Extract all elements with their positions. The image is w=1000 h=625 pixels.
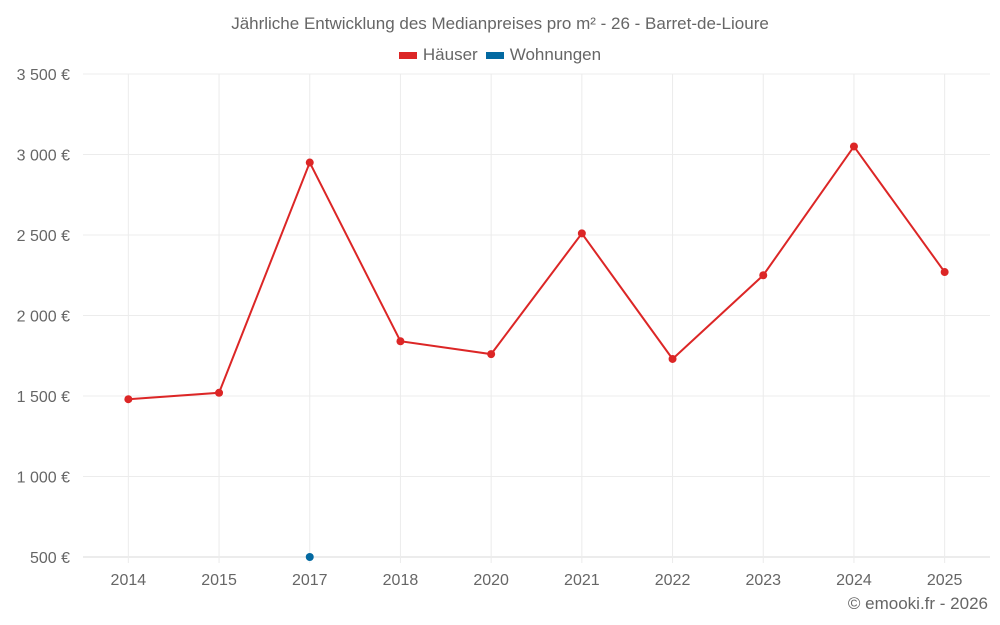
copyright: © emooki.fr - 2026 <box>847 594 988 613</box>
data-point[interactable] <box>215 388 224 397</box>
data-point[interactable] <box>940 268 949 277</box>
x-tick-label: 2023 <box>745 572 781 589</box>
x-tick-label: 2014 <box>111 572 147 589</box>
y-tick-label: 2 000 € <box>17 309 70 326</box>
data-point[interactable] <box>759 271 768 280</box>
y-tick-label: 2 500 € <box>17 228 70 245</box>
x-tick-label: 2017 <box>292 572 328 589</box>
x-tick-label: 2021 <box>564 572 600 589</box>
data-point[interactable] <box>577 229 586 238</box>
y-tick-label: 500 € <box>30 550 70 567</box>
y-tick-label: 1 500 € <box>17 389 70 406</box>
legend-swatch-houses-icon <box>398 51 417 59</box>
data-point[interactable] <box>124 395 133 404</box>
y-tick-label: 3 500 € <box>17 67 70 84</box>
legend-label-houses: Häuser <box>422 45 478 64</box>
data-point[interactable] <box>849 142 858 151</box>
data-point[interactable] <box>487 350 496 359</box>
data-point[interactable] <box>305 553 314 561</box>
data-point[interactable] <box>305 158 314 167</box>
data-point[interactable] <box>668 354 677 363</box>
x-tick-label: 2024 <box>836 572 872 589</box>
legend: Häuser Wohnungen <box>0 45 1000 65</box>
legend-item-houses[interactable]: Häuser <box>398 45 478 65</box>
x-tick-label: 2015 <box>201 572 237 589</box>
data-point[interactable] <box>396 337 405 346</box>
series-line <box>128 144 946 401</box>
y-tick-label: 1 000 € <box>17 470 70 487</box>
x-tick-label: 2020 <box>473 572 509 589</box>
x-tick-label: 2022 <box>655 572 691 589</box>
legend-swatch-apartments-icon <box>485 51 504 59</box>
y-tick-label: 3 000 € <box>17 148 70 165</box>
legend-label-apartments: Wohnungen <box>509 45 602 64</box>
chart-title: Jährliche Entwicklung des Medianpreises … <box>231 14 769 33</box>
x-tick-label: 2018 <box>383 572 419 589</box>
x-tick-label: 2025 <box>927 572 963 589</box>
legend-item-apartments[interactable]: Wohnungen <box>485 45 602 65</box>
